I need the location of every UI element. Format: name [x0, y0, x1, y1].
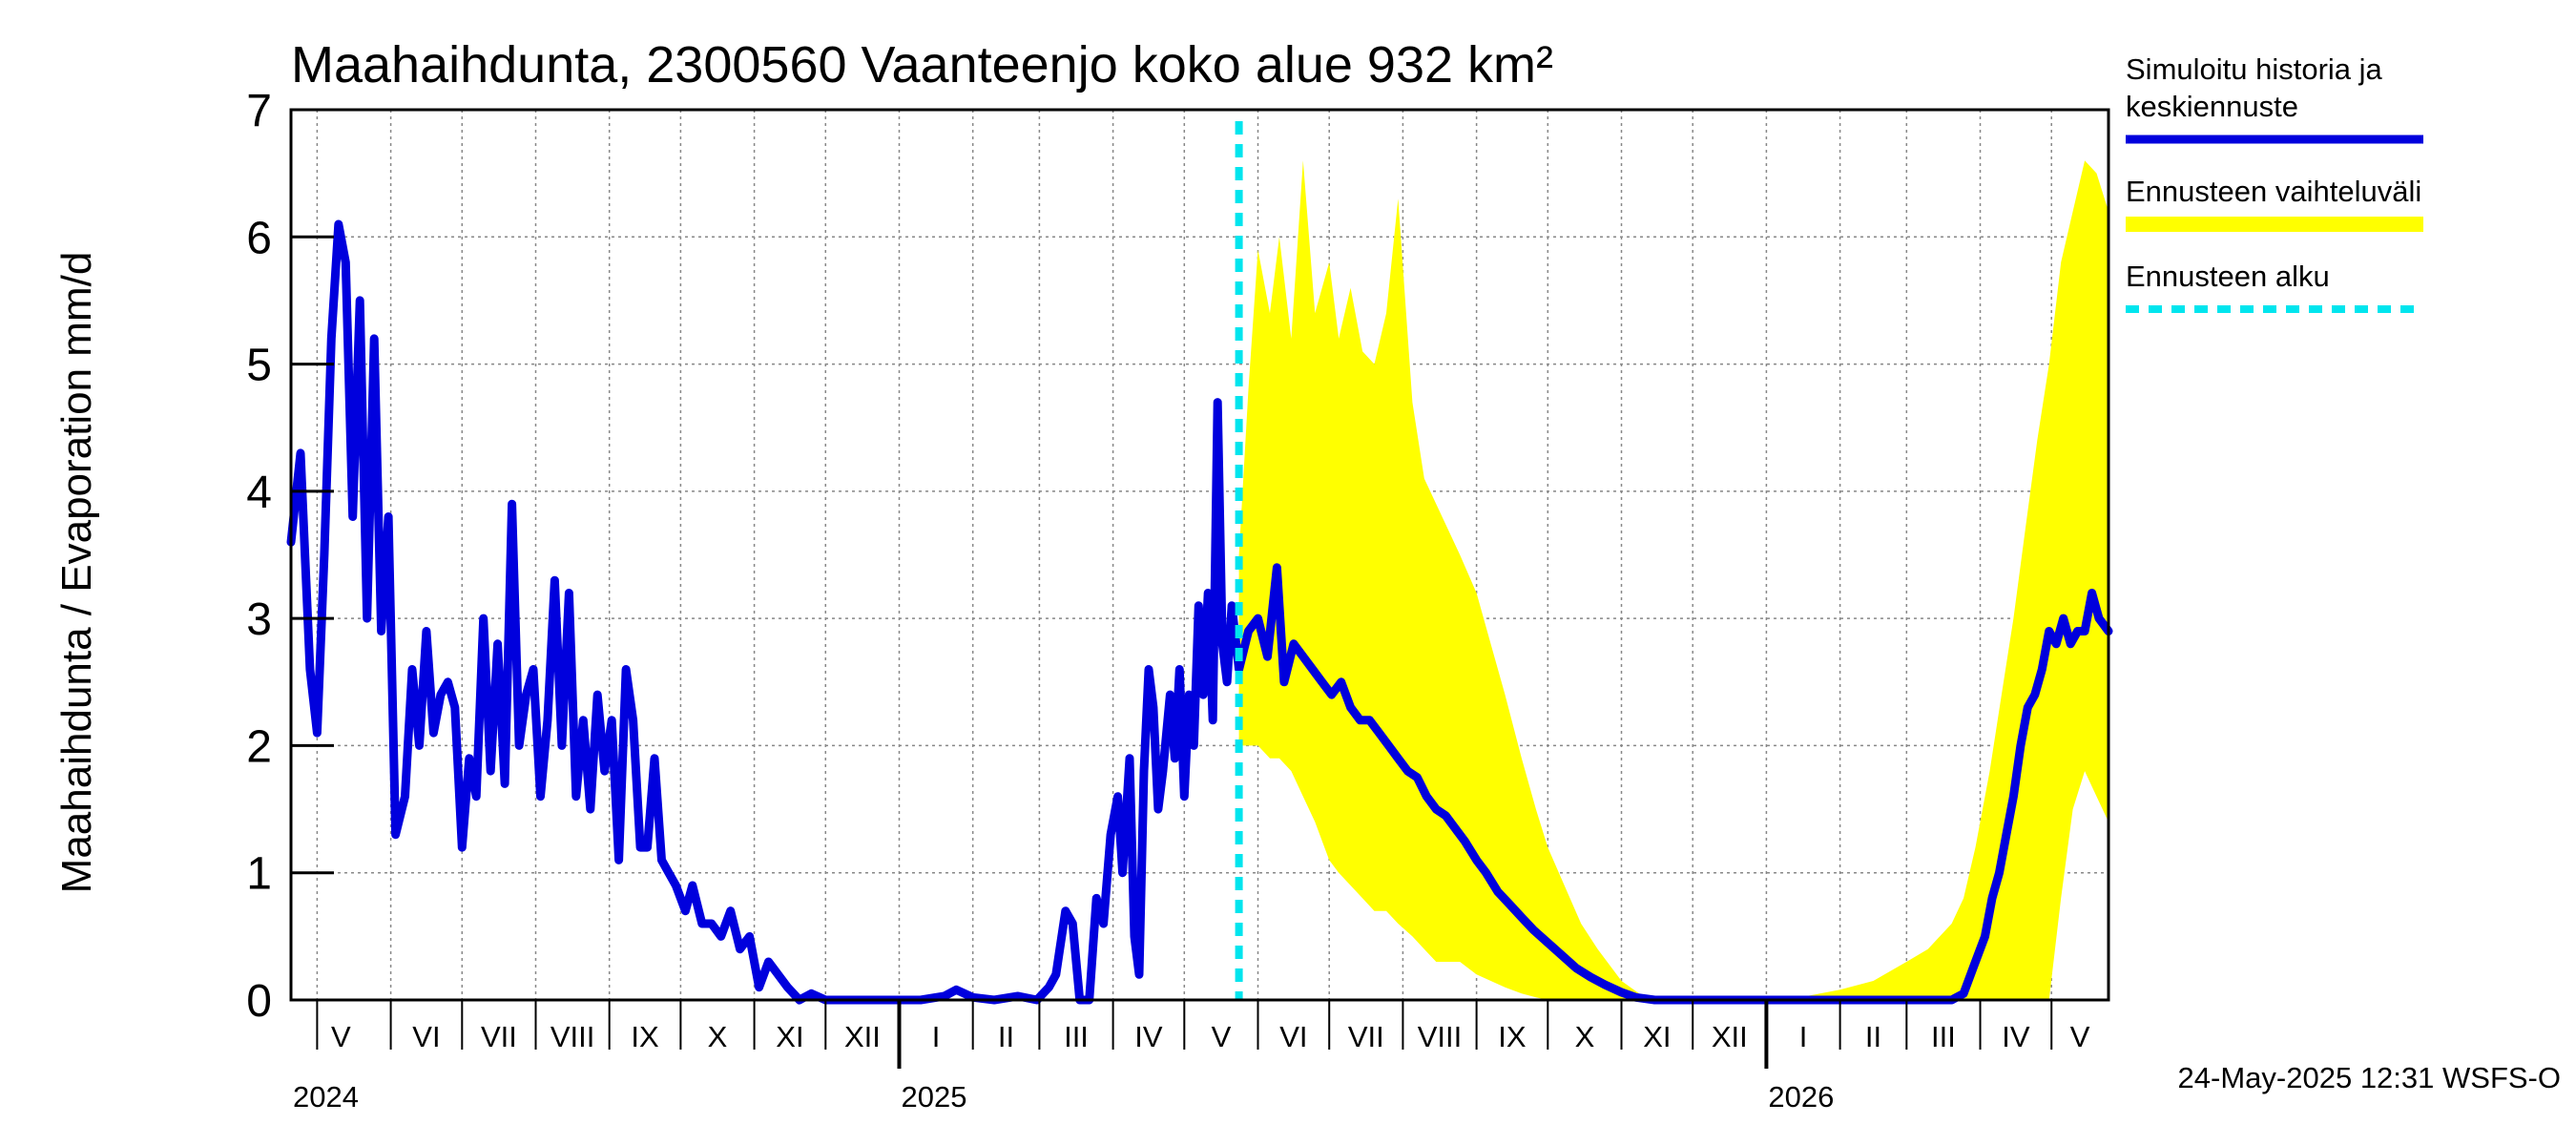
month-label: VII [1348, 1020, 1384, 1053]
month-label: VIII [1418, 1020, 1463, 1053]
month-label: III [1931, 1020, 1956, 1053]
x-axis-labels: V VI VII VIII IX X XI XII I II III IV V VI VII VIII IX X X… [293, 1000, 2090, 1114]
month-label: X [708, 1020, 728, 1053]
month-label: XI [1643, 1020, 1671, 1053]
month-label: II [998, 1020, 1014, 1053]
legend-label: keskiennuste [2126, 90, 2298, 123]
month-label: VIII [551, 1020, 595, 1053]
history-forecast-line [286, 219, 2113, 1005]
legend: Simuloitu historia ja keskiennuste Ennuste… [2126, 52, 2423, 313]
month-label: VII [481, 1020, 517, 1053]
month-label: V [1212, 1020, 1232, 1053]
month-label: IV [2002, 1020, 2030, 1053]
y-tick-label: 0 [246, 976, 272, 1027]
month-label: IV [1134, 1020, 1163, 1053]
y-axis-label: Maahaihdunta / Evaporation mm/d [53, 252, 100, 894]
chart-title: Maahaihdunta, 2300560 Vaanteenjo koko al… [291, 36, 1553, 94]
history-line-layer [286, 219, 2113, 1005]
month-label: X [1575, 1020, 1595, 1053]
month-label: VI [412, 1020, 440, 1053]
forecast-range-area [1238, 160, 2109, 1001]
month-label: IX [631, 1020, 659, 1053]
month-label: XI [776, 1020, 803, 1053]
y-tick-label: 1 [246, 849, 272, 900]
month-label: IX [1498, 1020, 1527, 1053]
month-label: III [1064, 1020, 1089, 1053]
month-label: I [932, 1020, 941, 1053]
month-label: I [1799, 1020, 1808, 1053]
y-tick-label: 6 [246, 213, 272, 263]
plot-frame [289, 108, 2110, 1002]
y-axis-ticks: 0 1 2 3 4 5 6 7 [246, 86, 334, 1027]
month-label: VI [1279, 1020, 1307, 1053]
month-label: XII [1712, 1020, 1748, 1053]
month-label: II [1865, 1020, 1881, 1053]
year-label: 2026 [1768, 1080, 1834, 1114]
legend-label: Simuloitu historia ja [2126, 52, 2383, 86]
y-tick-label: 7 [246, 86, 272, 136]
year-label: 2025 [901, 1080, 966, 1114]
month-label: XII [844, 1020, 881, 1053]
year-label: 2024 [293, 1080, 359, 1114]
y-tick-label: 5 [246, 341, 272, 391]
month-label: V [2070, 1020, 2090, 1053]
month-label: V [331, 1020, 351, 1053]
y-tick-label: 4 [246, 468, 272, 518]
footer-timestamp: 24-May-2025 12:31 WSFS-O [2178, 1061, 2561, 1094]
y-tick-label: 2 [246, 721, 272, 772]
legend-label: Ennusteen vaihteluväli [2126, 175, 2421, 208]
y-tick-label: 3 [246, 594, 272, 645]
forecast-range-band [1238, 160, 2109, 1001]
legend-label: Ennusteen alku [2126, 260, 2330, 293]
